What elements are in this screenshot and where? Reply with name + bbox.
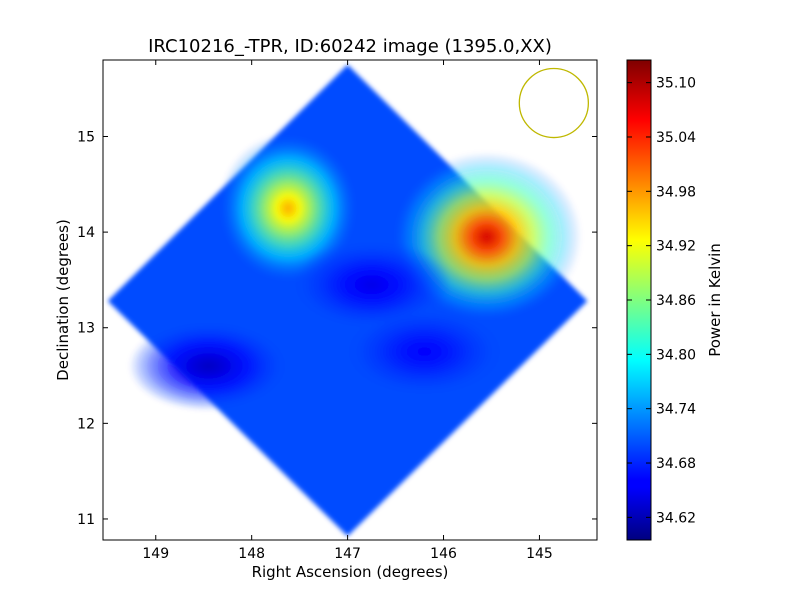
x-tick-label: 145 xyxy=(526,546,553,562)
colorbar-label: Power in Kelvin xyxy=(706,243,724,357)
colorbar-tick-label: 34.92 xyxy=(656,239,696,255)
x-axis-label: Right Ascension (degrees) xyxy=(252,563,449,581)
x-tick-label: 149 xyxy=(142,546,169,562)
beam-circle xyxy=(518,67,590,139)
colorbar-tick-label: 34.74 xyxy=(656,402,696,418)
y-tick-label: 12 xyxy=(77,416,95,432)
y-tick-label: 15 xyxy=(77,129,95,145)
y-axis-ticks: 11 12 13 14 15 xyxy=(77,129,597,528)
plot-frame xyxy=(102,59,598,541)
map-feature-peak xyxy=(218,133,359,284)
colorbar-tick-label: 34.80 xyxy=(656,347,696,363)
x-tick-label: 147 xyxy=(334,546,361,562)
y-tick-label: 13 xyxy=(77,321,95,337)
colorbar-tick-label: 34.62 xyxy=(656,510,696,526)
colorbar-tick-label: 34.86 xyxy=(656,293,696,309)
y-tick-label: 14 xyxy=(77,225,95,241)
x-tick-label: 146 xyxy=(430,546,457,562)
colorbar-tick-label: 34.68 xyxy=(656,456,696,472)
map-feature-trough xyxy=(291,239,452,330)
x-tick-label: 148 xyxy=(238,546,265,562)
y-tick-label: 11 xyxy=(77,512,95,528)
colorbar-ticks: 34.62 34.68 34.74 34.80 34.86 34.92 34.98 35.04… xyxy=(627,76,696,526)
map-feature-trough xyxy=(344,306,505,397)
x-axis-ticks: 149 148 147 146 145 xyxy=(142,60,553,562)
heatmap-area xyxy=(107,64,588,537)
map-feature-trough xyxy=(128,320,289,411)
chart-title: IRC10216_-TPR, ID:60242 image (1395.0,XX… xyxy=(148,36,552,57)
colorbar-tick-label: 34.98 xyxy=(656,184,696,200)
y-axis-label: Declination (degrees) xyxy=(54,219,72,381)
colorbar-tick-label: 35.04 xyxy=(656,130,696,146)
colorbar-tick-label: 35.10 xyxy=(656,76,696,92)
